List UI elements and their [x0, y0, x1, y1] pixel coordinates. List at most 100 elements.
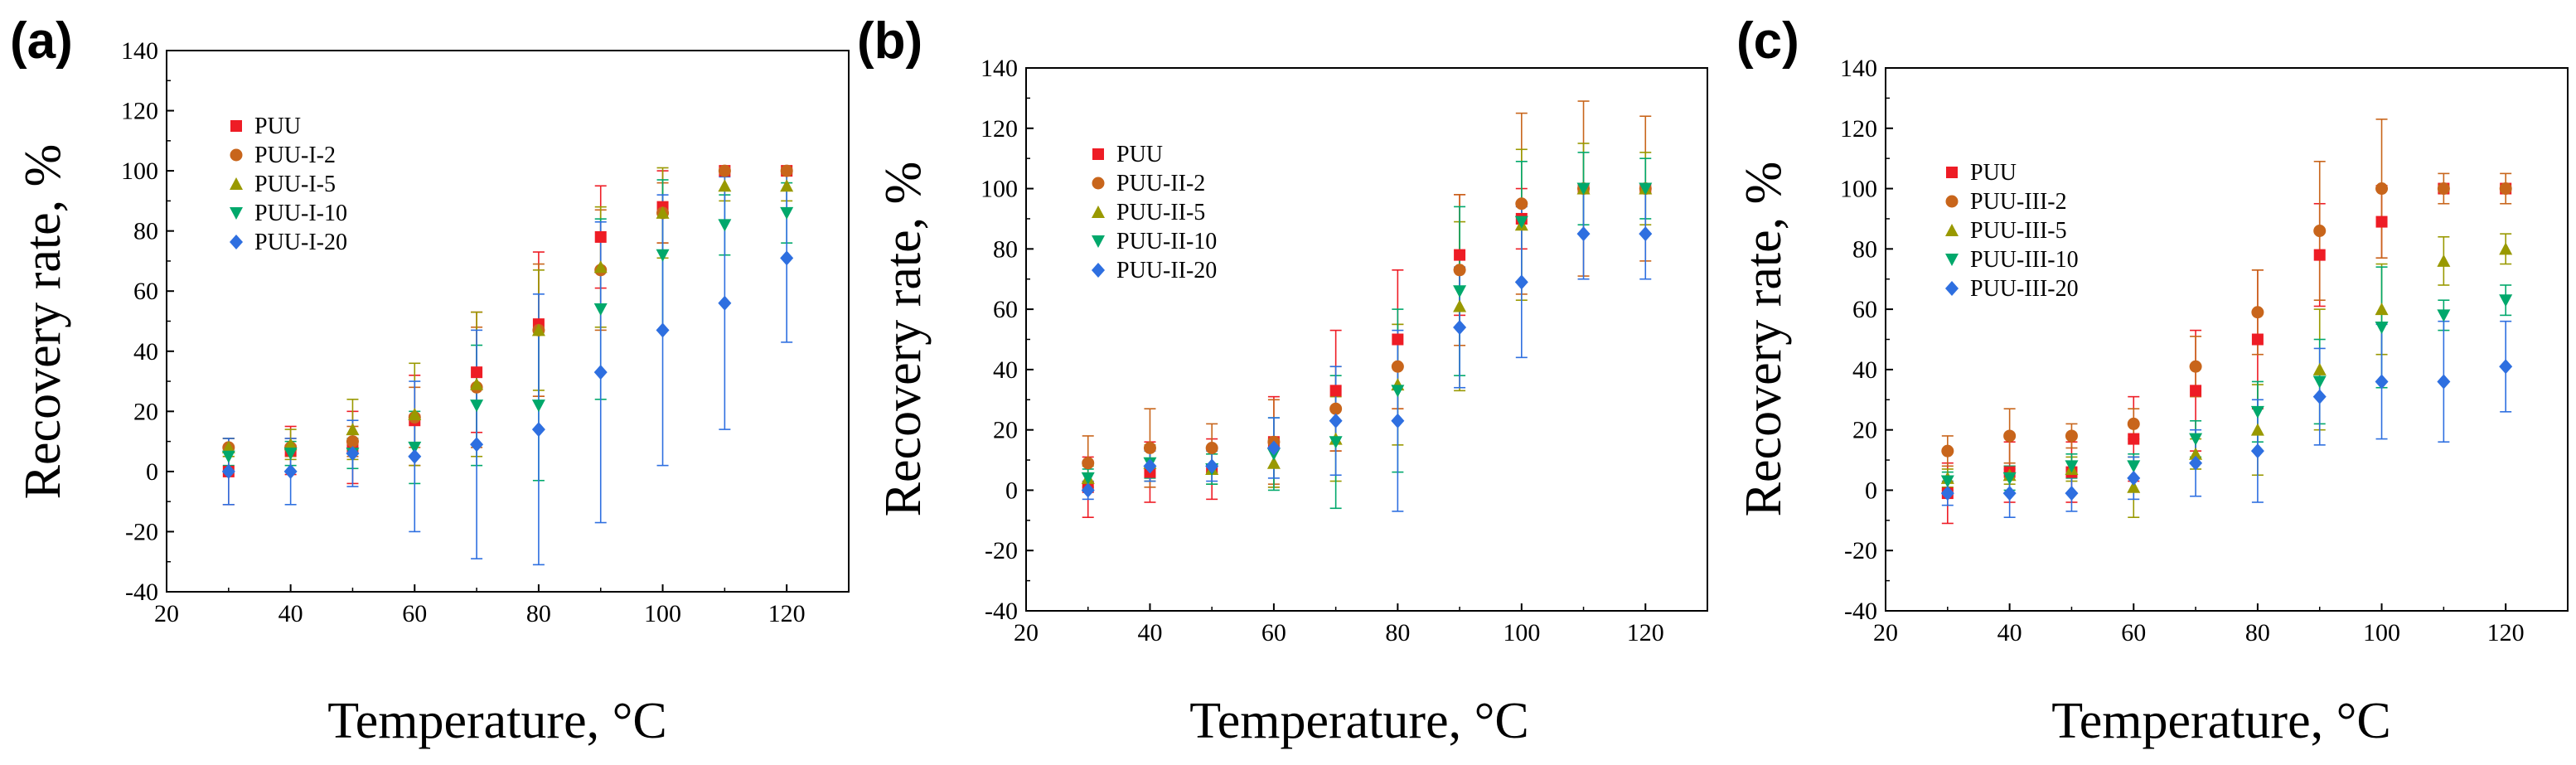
- data-point: [470, 399, 484, 413]
- data-point: [346, 446, 360, 462]
- data-point: [1391, 385, 1405, 398]
- legend-marker: [1092, 148, 1104, 160]
- x-tick-label: 20: [1014, 619, 1039, 646]
- x-tick-label: 120: [2487, 619, 2525, 646]
- data-point: [471, 366, 483, 379]
- data-point: [594, 230, 607, 243]
- legend-label: PUU-II-20: [1116, 258, 1217, 283]
- data-point: [2065, 486, 2079, 501]
- x-tick-label: 40: [278, 600, 303, 627]
- data-point: [531, 399, 545, 413]
- data-point: [1453, 319, 1467, 335]
- y-tick-label: 140: [981, 55, 1018, 82]
- x-tick-label: 100: [2363, 619, 2400, 646]
- y-tick-label: 140: [1840, 55, 1877, 82]
- legend-label: PUU-I-5: [254, 172, 336, 197]
- axis-ticks: -40 -20 0 20 40 60 80 100 120 140 20 40 60 80 100 120: [981, 55, 1708, 646]
- legend: PUU PUU-I-2 PUU-I-5 PUU-I-10 PUU-I-20: [230, 114, 347, 255]
- data-point: [1514, 274, 1528, 290]
- y-tick-label: 120: [121, 98, 158, 125]
- y-tick-label: 40: [993, 356, 1018, 384]
- y-tick-label: -40: [1844, 598, 1877, 625]
- x-tick-label: 60: [1261, 619, 1286, 646]
- data-point: [2250, 405, 2264, 419]
- x-tick-label: 60: [2121, 619, 2146, 646]
- data-point: [283, 438, 298, 451]
- x-tick-label: 80: [2245, 619, 2270, 646]
- data-point: [2128, 433, 2140, 445]
- data-point: [1941, 444, 1954, 458]
- y-tick-label: 100: [121, 157, 158, 185]
- data-point: [780, 179, 794, 192]
- legend-label: PUU-II-5: [1116, 200, 1205, 225]
- chart-panel-c: (c) -40 -20 0 20 40 60 80 100 120 140 20 40 60 80 100 1…: [1736, 12, 2569, 749]
- data-point: [1081, 482, 1095, 498]
- data-point: [2437, 309, 2451, 322]
- data-point: [2189, 447, 2203, 460]
- data-point: [346, 423, 360, 436]
- data-point: [1514, 215, 1528, 229]
- data-point: [1266, 440, 1281, 456]
- data-markers: [1940, 182, 2513, 501]
- data-point: [2375, 321, 2389, 334]
- data-point: [2189, 433, 2203, 446]
- data-point: [2127, 480, 2141, 493]
- y-axis-title: Recovery rate, %: [1736, 162, 1792, 517]
- x-tick-label: 80: [526, 600, 551, 627]
- x-axis-title: Temperature, °C: [327, 693, 667, 749]
- data-point: [1454, 249, 1466, 261]
- legend: PUU PUU-II-2 PUU-II-5 PUU-II-10 PUU-II-20: [1092, 142, 1217, 283]
- data-point: [408, 448, 422, 464]
- plot-frame: [1885, 67, 2569, 612]
- panel-label: (a): [10, 12, 73, 70]
- error-bars: [222, 167, 793, 566]
- panel-label: (b): [857, 12, 922, 70]
- legend-marker: [1092, 235, 1105, 248]
- x-tick-label: 20: [1873, 619, 1898, 646]
- data-point: [2375, 182, 2389, 196]
- x-tick-label: 100: [1503, 619, 1540, 646]
- y-tick-label: 20: [133, 398, 158, 425]
- data-point: [1143, 442, 1156, 454]
- data-point: [2189, 455, 2203, 471]
- legend-label: PUU-II-10: [1116, 229, 1217, 254]
- legend-label: PUU-II-2: [1116, 171, 1205, 196]
- data-point: [2313, 225, 2327, 237]
- data-point: [2312, 375, 2327, 389]
- y-tick-label: 0: [1005, 477, 1018, 504]
- legend-label: PUU-I-2: [254, 143, 336, 168]
- data-point: [408, 441, 422, 454]
- x-tick-label: 80: [1385, 619, 1410, 646]
- data-point: [2127, 460, 2141, 473]
- data-point: [283, 463, 298, 479]
- data-point: [2250, 423, 2264, 436]
- legend-marker: [1945, 195, 1959, 208]
- data-point: [2499, 182, 2512, 196]
- legend-marker: [1092, 177, 1105, 190]
- y-tick-label: 60: [1852, 296, 1877, 323]
- legend-label: PUU-III-2: [1970, 189, 2067, 215]
- y-tick-label: 120: [981, 115, 1018, 143]
- data-point: [1453, 285, 1467, 298]
- legend-label: PUU-III-10: [1970, 247, 2079, 273]
- data-point: [531, 422, 545, 438]
- data-point: [1515, 197, 1528, 211]
- data-point: [1576, 182, 1591, 196]
- data-point: [1940, 486, 1954, 501]
- error-bars: [1941, 119, 2512, 525]
- data-point: [656, 206, 670, 219]
- legend-marker: [1092, 263, 1105, 278]
- data-point: [531, 323, 545, 337]
- data-point: [1081, 472, 1095, 485]
- legend-label: PUU: [1970, 160, 2017, 186]
- data-point: [718, 164, 731, 177]
- x-tick-label: 20: [154, 600, 179, 627]
- data-point: [221, 450, 235, 463]
- data-point: [718, 219, 732, 232]
- data-point: [2002, 472, 2017, 485]
- legend-marker: [1092, 206, 1105, 218]
- data-point: [2499, 359, 2513, 375]
- data-point: [2003, 429, 2017, 443]
- data-point: [718, 179, 732, 192]
